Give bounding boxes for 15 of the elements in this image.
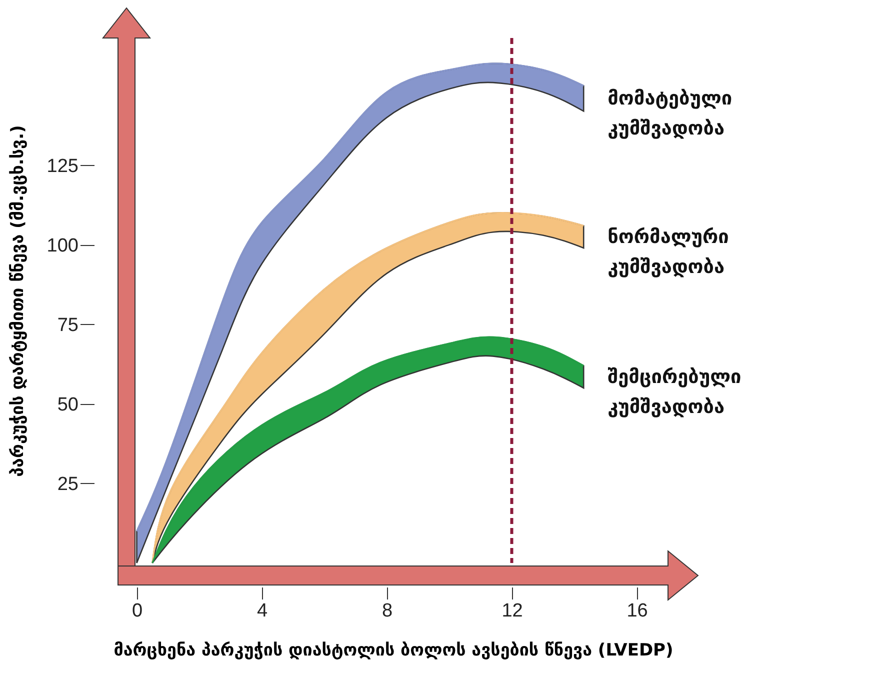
y-axis-title: პარკუჭის დარტყმითი წნევა (მმ.ვცხ.სვ.) <box>8 125 28 477</box>
y-tick-label: 75 <box>57 314 78 336</box>
y-tick-label: 125 <box>46 156 78 177</box>
y-tick-label: 100 <box>46 235 78 256</box>
x-tick-label: 4 <box>256 600 268 622</box>
y-tick-label: 50 <box>57 394 78 416</box>
x-tick-label: 8 <box>382 600 393 622</box>
x-tick-label: 0 <box>132 600 143 622</box>
series-label: ნორმალური კუმშვადობა <box>608 226 729 278</box>
x-tick-label: 12 <box>502 600 523 622</box>
y-tick-label: 25 <box>57 474 78 495</box>
series-label: მომატებული კუმშვადობა <box>608 87 732 140</box>
x-tick-label: 16 <box>626 600 648 622</box>
x-axis-title: მარცხენა პარკუჭის დიასტოლის ბოლოს ავსების წნევა (LVEDP) <box>114 640 674 660</box>
series-label: შემცირებული კუმშვადობა <box>608 366 742 418</box>
